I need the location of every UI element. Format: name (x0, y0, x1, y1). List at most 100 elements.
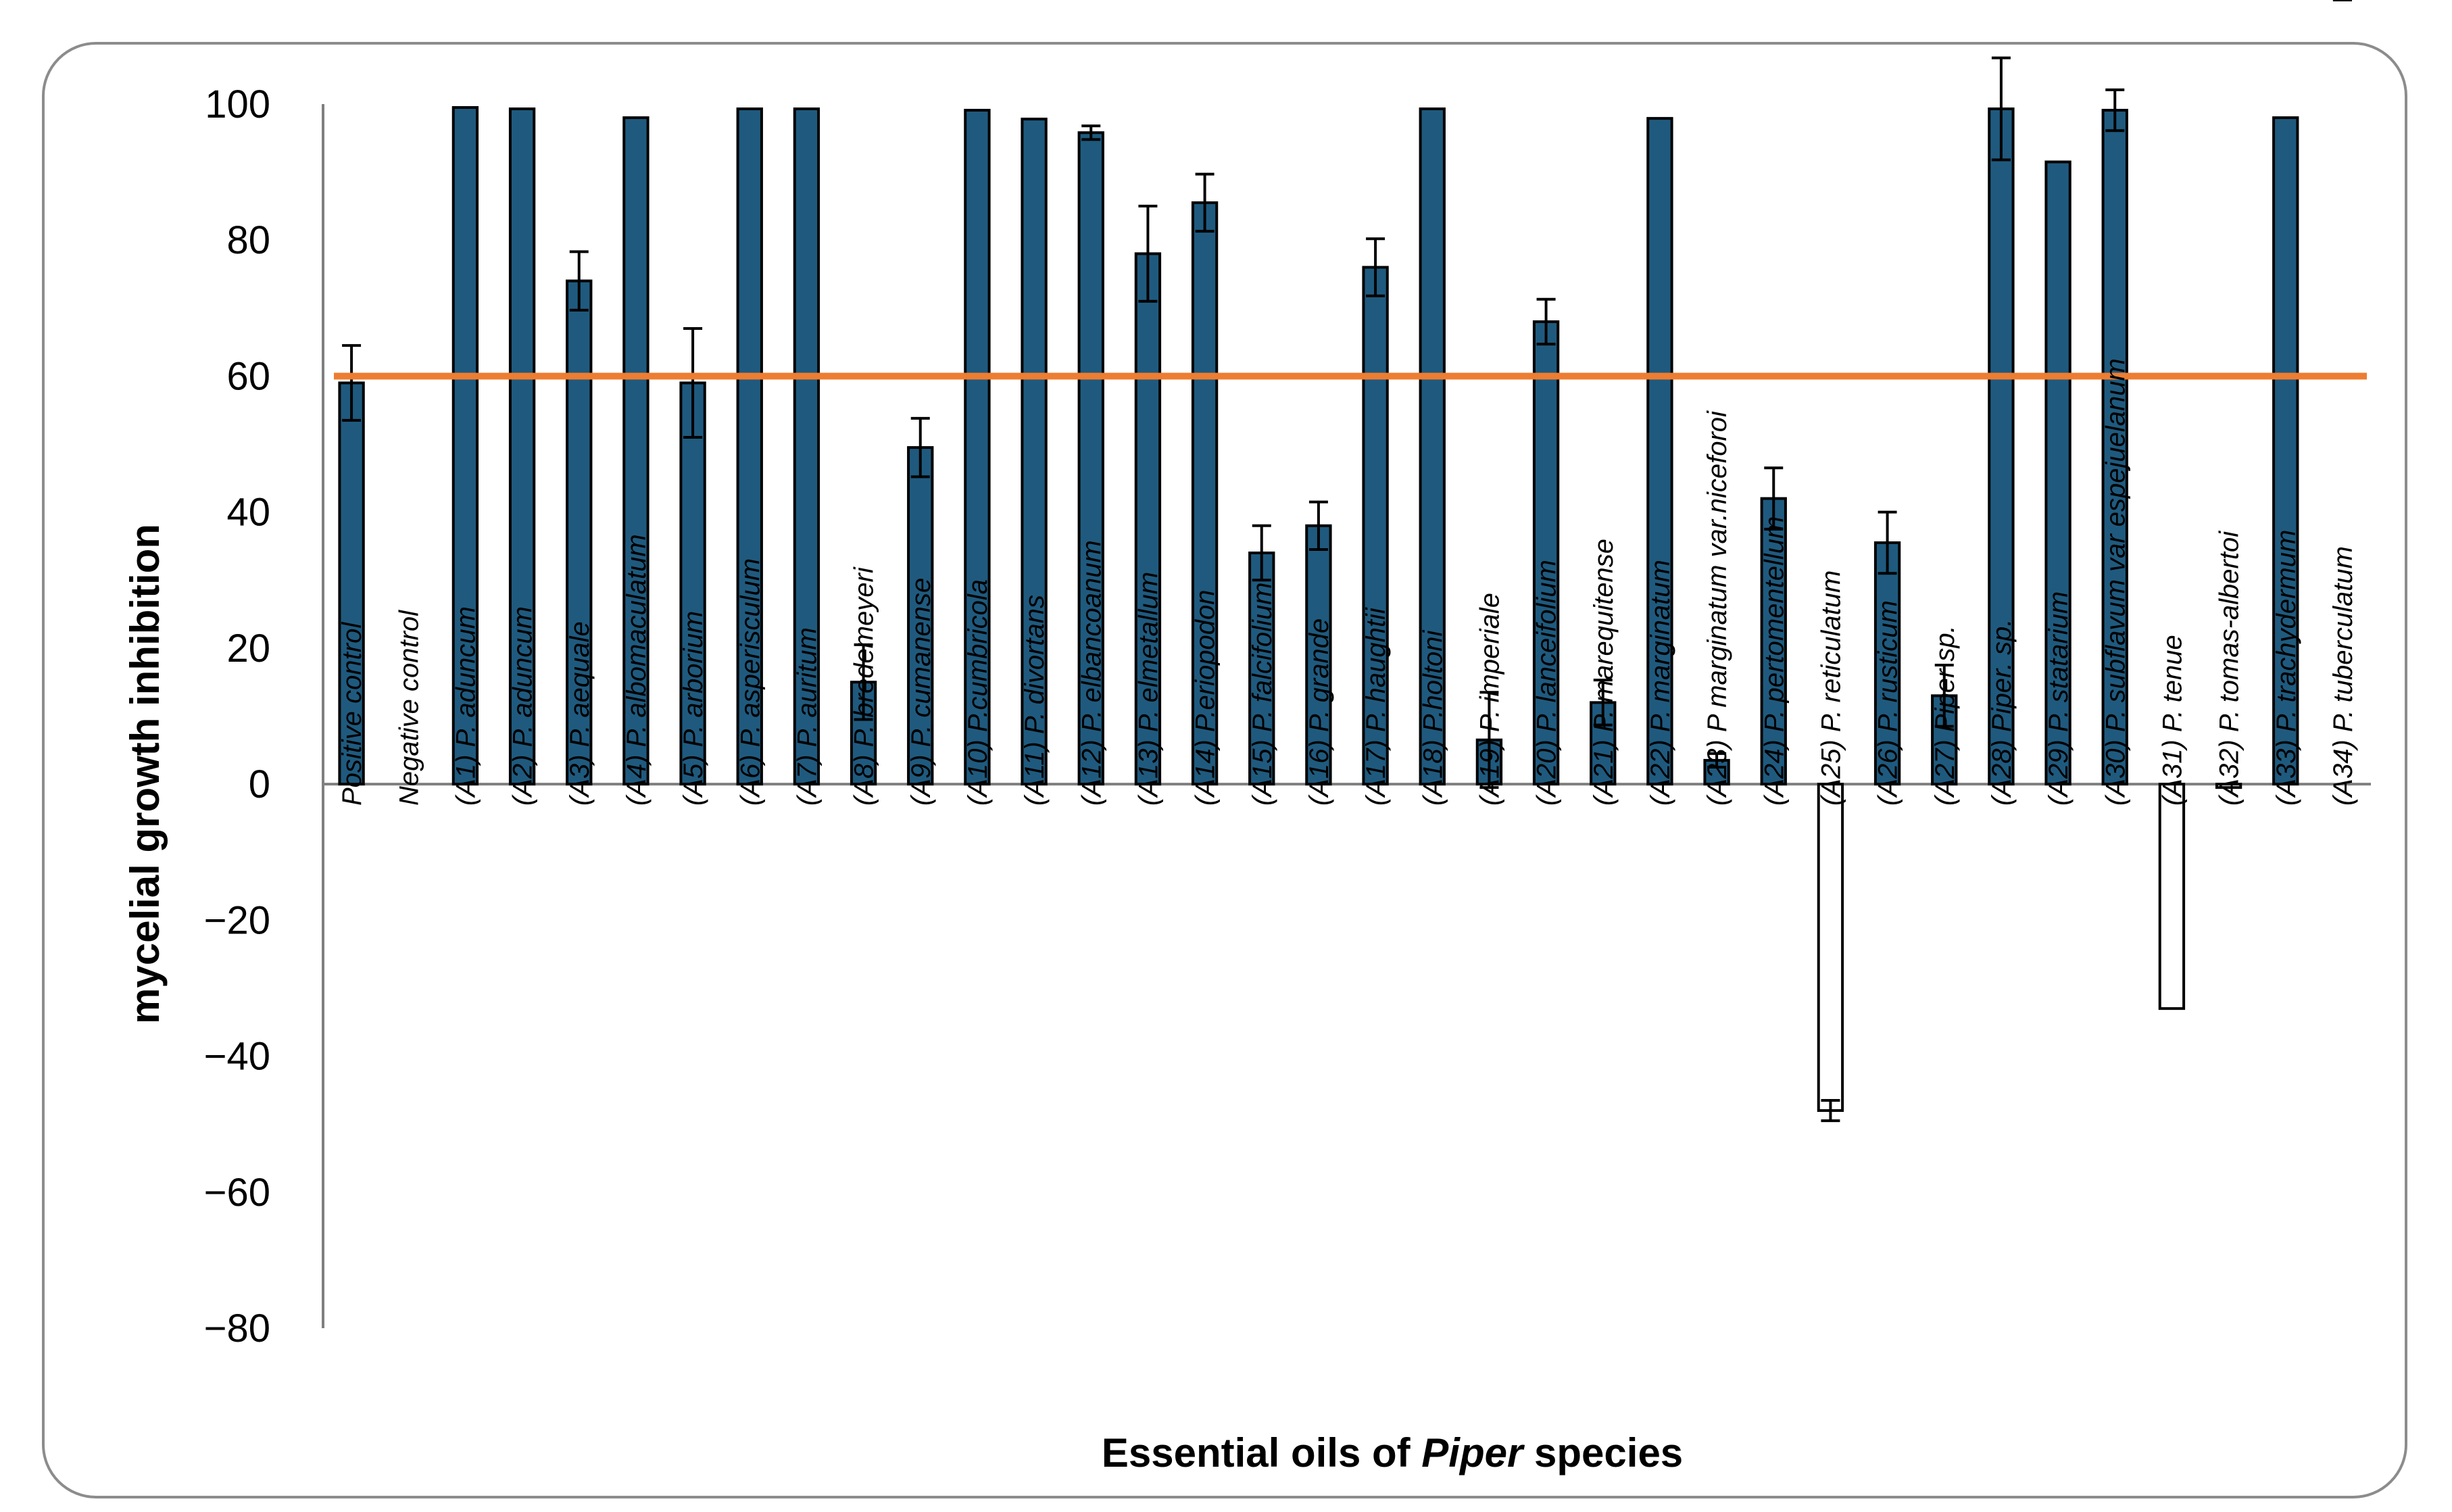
y-tick-label: 20 (226, 627, 270, 670)
error-bar (342, 344, 362, 422)
bar (1419, 107, 1446, 786)
bar (2044, 160, 2071, 786)
x-axis-title-prefix: Essential oils of (1102, 1430, 1421, 1476)
category-label: (A21) P. marequitense (1589, 539, 1619, 806)
bars (338, 106, 2299, 1113)
y-tick-label: 40 (226, 491, 270, 535)
x-axis-title-italic: Piper (1421, 1430, 1525, 1476)
error-bar (1536, 297, 1556, 346)
bar (1646, 117, 1673, 786)
error-bar (910, 416, 930, 479)
bar (1134, 252, 1162, 786)
error-bar (1764, 466, 1784, 531)
bar (1760, 497, 1787, 786)
bar (1305, 524, 1332, 786)
bar (1817, 783, 1844, 1113)
category-label: (A11) P. divortans (1020, 595, 1050, 806)
category-label: Negative control (394, 610, 424, 806)
error-bar (1707, 752, 1727, 769)
category-label: (A3) P. aequale (565, 621, 595, 806)
bar (1248, 552, 1275, 786)
category-label: (A6) P. asperisculum (735, 558, 765, 806)
y-tick-labels: 100 80 60 40 20 0 −20 −40 −60 −80 (204, 82, 270, 1350)
error-bar (1252, 524, 1271, 582)
y-tick-label: 80 (226, 218, 270, 262)
category-labels: Positive control Negative control (A1) P. … (337, 358, 2358, 806)
error-bar (569, 250, 589, 312)
category-label: (A2) P. aduncum (508, 606, 538, 806)
error-bar (683, 327, 703, 439)
category-label: (A24) P. pertomentellum (1759, 516, 1789, 806)
category-label: (A34) P. tuberculatum (2328, 546, 2358, 806)
error-bar (1821, 1098, 1840, 1123)
x-axis-title-suffix: species (1523, 1430, 1683, 1476)
category-label: (A10) P.cumbricola (963, 579, 993, 806)
error-bar (1593, 679, 1613, 727)
category-label: (A16) P. grande (1304, 618, 1334, 806)
bar (736, 107, 763, 786)
category-label: (A5) P. arborium (679, 611, 708, 806)
bar (1191, 201, 1219, 786)
category-label: (A17) P. haughtii (1361, 607, 1391, 806)
category-label: (A32) P. tomas-albertoi (2215, 531, 2245, 806)
category-label: (A1) P. aduncum (451, 606, 481, 806)
axes (322, 104, 2371, 1328)
y-tick-label: −20 (204, 898, 270, 942)
category-label: (A33) P. trachydermum (2272, 530, 2301, 806)
category-label: (A31) P. tenue (2157, 635, 2187, 806)
category-label: (A28) Piper. sp. (1987, 619, 2017, 806)
bar (1021, 118, 1048, 786)
error-bar (1878, 510, 1897, 575)
category-label: (A8) P. bredemeyeri (850, 566, 879, 806)
error-bar (1479, 691, 1499, 789)
category-label: (A23) P marginatum var.niceforoi (1702, 410, 1732, 806)
bar (1873, 541, 1901, 786)
error-bar (1934, 664, 1954, 728)
bar (679, 381, 706, 786)
category-label: (A9) P. cumanense (906, 578, 936, 806)
category-label: (A18) P.holtoni (1418, 629, 1448, 806)
bar (964, 109, 991, 786)
y-tick-label: 0 (249, 762, 270, 806)
error-bar (1138, 204, 1158, 303)
category-label: (A4) P. albomaculatum (622, 534, 652, 806)
bar (793, 107, 820, 786)
y-tick-label: −80 (204, 1307, 270, 1350)
category-label: (A29) P. statarium (2044, 591, 2074, 806)
error-bar (854, 643, 873, 721)
bar (2158, 783, 2186, 1010)
category-label: (A20) P. lanceifolium (1532, 560, 1562, 806)
bar (907, 446, 934, 786)
category-label: (A15) P. falcifolium (1248, 582, 1277, 806)
bar (622, 116, 649, 786)
error-bar (1308, 500, 1328, 552)
y-tick-label: 60 (226, 354, 270, 398)
category-label: (A7) P. auritum (792, 627, 822, 806)
error-bar (1366, 237, 1386, 297)
bar (1532, 320, 1560, 786)
error-bar (1991, 56, 2011, 162)
y-tick-label: −60 (204, 1171, 270, 1215)
y-tick-label: −40 (204, 1035, 270, 1079)
category-label: (A13) P. elmetallum (1133, 572, 1163, 806)
category-label: (A26) P. rusticum (1873, 600, 1903, 806)
bar (2215, 783, 2242, 789)
category-label: (A12) P. elbancoanum (1077, 540, 1106, 806)
bar (451, 106, 479, 786)
y-tick-label: 100 (205, 82, 270, 126)
y-axis-title: mycelial growth inhibition (122, 524, 168, 1024)
bar (508, 107, 536, 786)
category-label: (A14) P.eriopodon (1191, 589, 1221, 806)
x-axis-title: Essential oils of Piper species (1102, 1430, 1683, 1476)
error-bar (1195, 172, 1215, 233)
category-label: (A25) P. reticulatum (1816, 570, 1846, 806)
category-label: Positive control (337, 622, 367, 806)
error-bar (1081, 124, 1101, 141)
category-label: (A27) Piper sp. (1930, 625, 1960, 806)
category-label: (A19) P. imperiale (1475, 593, 1504, 806)
category-label: (A30) P. subflavum var espejuelanum (2101, 358, 2130, 806)
error-bars (342, 0, 2352, 1123)
error-bar (2105, 88, 2125, 132)
bar (1077, 131, 1104, 786)
